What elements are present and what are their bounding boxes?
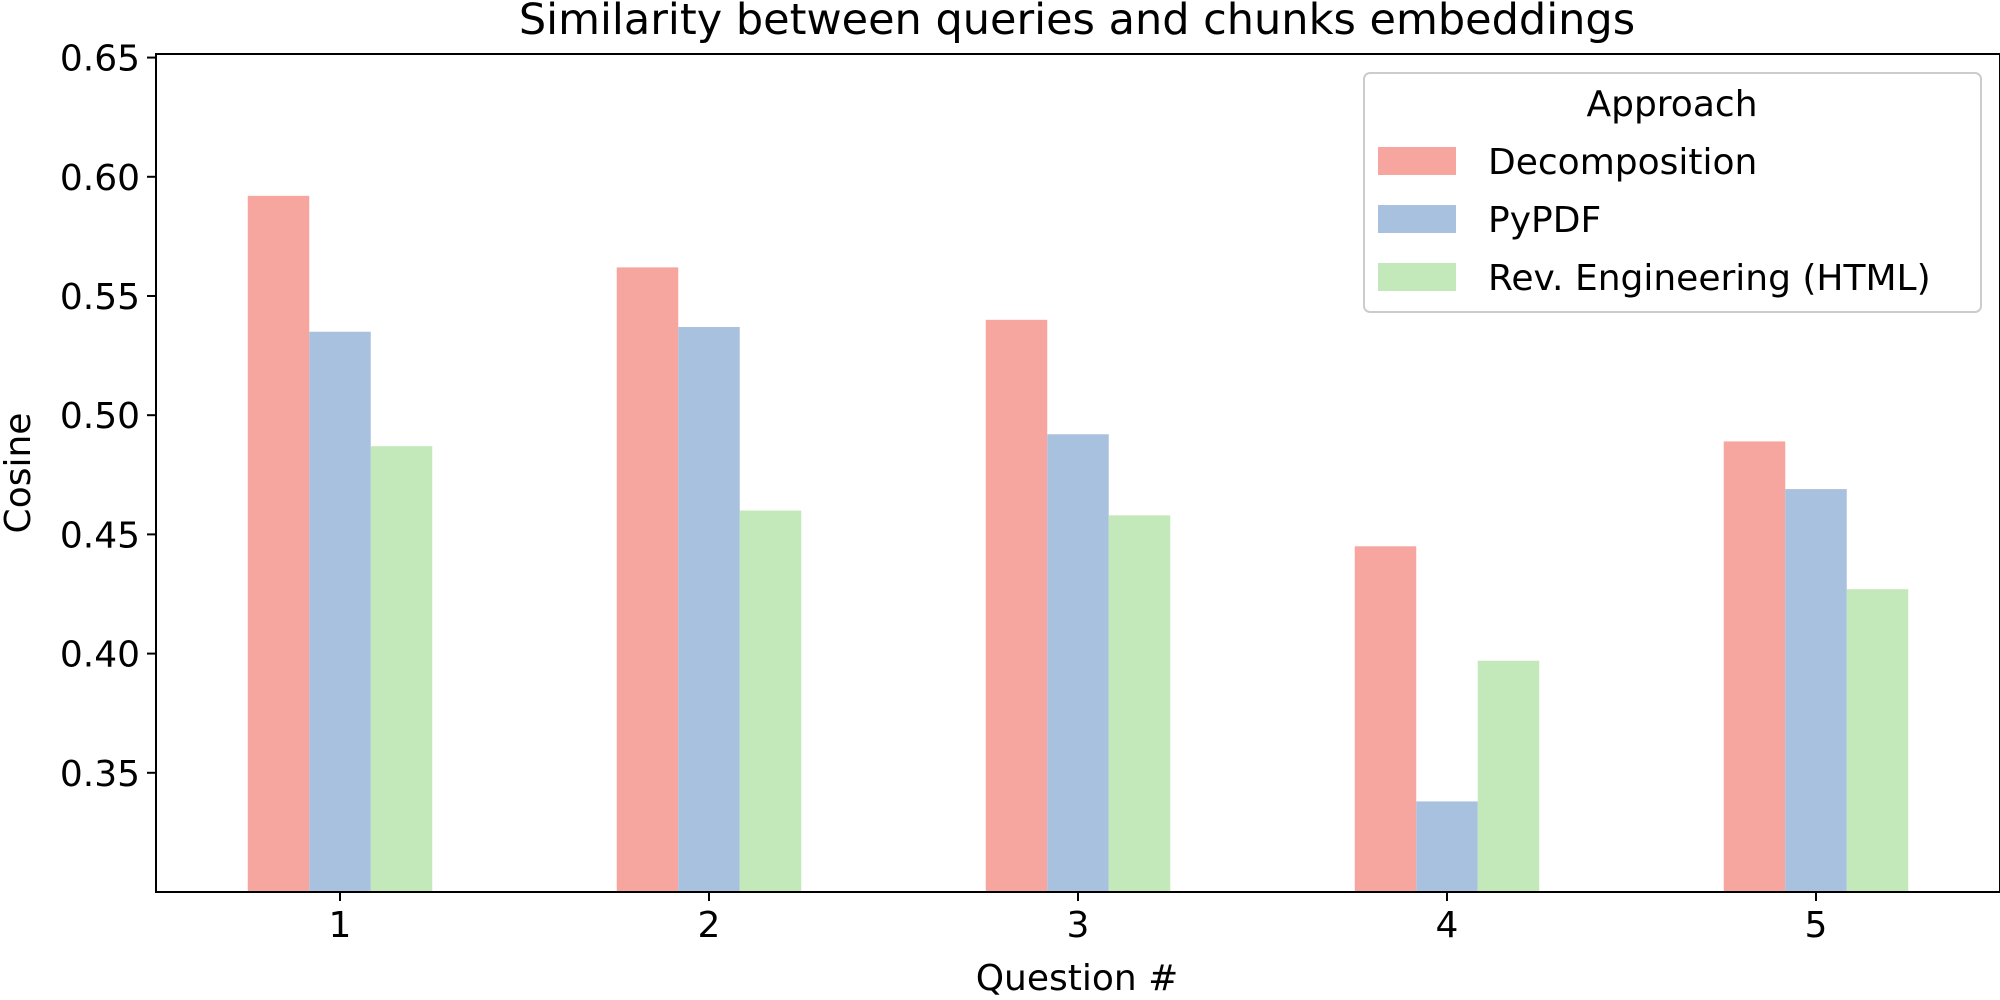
bar-rev-engineering-html-q3 bbox=[1108, 515, 1171, 892]
chart-title: Similarity between queries and chunks em… bbox=[519, 0, 1635, 45]
y-tick-label: 0.65 bbox=[60, 39, 140, 80]
legend-swatch bbox=[1378, 205, 1456, 233]
x-tick-label: 4 bbox=[1436, 905, 1459, 946]
x-tick-label: 3 bbox=[1067, 905, 1090, 946]
legend: Approach Decomposition PyPDF Rev. Engineer… bbox=[1363, 72, 1982, 313]
bar-rev-engineering-html-q4 bbox=[1477, 660, 1540, 892]
x-tick-label: 2 bbox=[698, 905, 721, 946]
bars-group bbox=[247, 195, 1909, 893]
bar-rev-engineering-html-q5 bbox=[1846, 589, 1909, 892]
y-tick-label: 0.50 bbox=[60, 396, 140, 437]
x-axis: 1 2 3 4 5 bbox=[329, 892, 1828, 946]
legend-label: Rev. Engineering (HTML) bbox=[1488, 258, 1931, 299]
bar-rev-engineering-html-q2 bbox=[739, 510, 802, 892]
x-axis-label: Question # bbox=[976, 958, 1179, 999]
legend-label: Decomposition bbox=[1488, 142, 1757, 183]
y-axis: 0.35 0.40 0.45 0.50 0.55 0.60 0.65 bbox=[60, 39, 156, 795]
x-tick-label: 1 bbox=[329, 905, 352, 946]
legend-label: PyPDF bbox=[1488, 200, 1601, 241]
bar-pypdf-q2 bbox=[678, 326, 740, 893]
bar-decomposition-q2 bbox=[616, 267, 679, 892]
legend-swatch bbox=[1378, 263, 1456, 291]
y-tick-label: 0.60 bbox=[60, 158, 140, 199]
bar-rev-engineering-html-q1 bbox=[370, 446, 433, 892]
legend-title: Approach bbox=[1586, 84, 1757, 125]
legend-box bbox=[1363, 72, 1982, 313]
bar-pypdf-q1 bbox=[309, 331, 371, 892]
bar-decomposition-q4 bbox=[1354, 546, 1417, 892]
y-tick-label: 0.40 bbox=[60, 635, 140, 676]
y-tick-label: 0.45 bbox=[60, 515, 140, 556]
bar-decomposition-q1 bbox=[247, 195, 310, 893]
y-axis-label: Cosine bbox=[0, 413, 39, 534]
legend-swatch bbox=[1378, 147, 1456, 175]
y-tick-label: 0.35 bbox=[60, 754, 140, 795]
bar-decomposition-q5 bbox=[1723, 441, 1786, 892]
bar-pypdf-q4 bbox=[1416, 801, 1478, 892]
x-tick-label: 5 bbox=[1805, 905, 1828, 946]
y-tick-label: 0.55 bbox=[60, 277, 140, 318]
bar-pypdf-q3 bbox=[1047, 434, 1109, 892]
bar-pypdf-q5 bbox=[1785, 489, 1847, 892]
bar-decomposition-q3 bbox=[985, 319, 1048, 892]
